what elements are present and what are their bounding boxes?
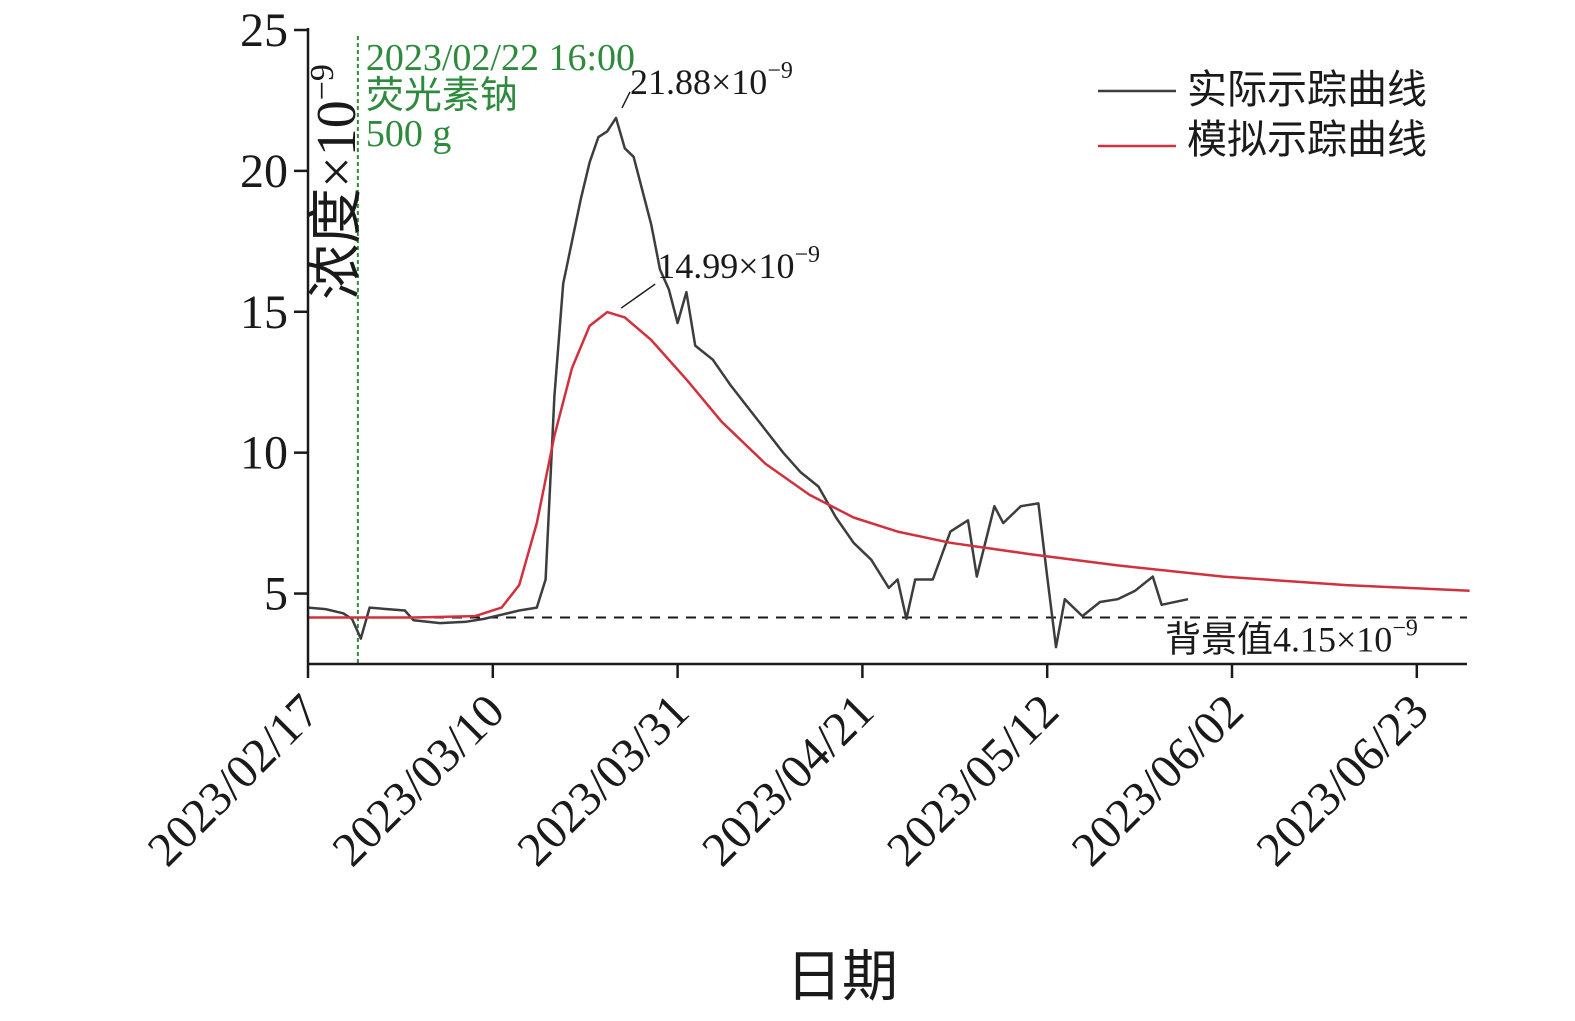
simulated-peak-leader (620, 283, 656, 309)
x-tick-label: 2023/02/17 (138, 684, 330, 876)
x-tick-label: 2023/03/31 (507, 684, 699, 876)
injection-date-label: 2023/02/22 16:00 (366, 37, 635, 79)
y-axis-title: 浓度×10−9 (304, 64, 368, 300)
y-tick-label: 10 (240, 427, 288, 480)
background-value-label: 背景值4.15×10−9 (1165, 616, 1418, 660)
x-tick-label: 2023/03/10 (322, 684, 514, 876)
x-tick-label: 2023/06/23 (1246, 684, 1438, 876)
y-tick-label: 20 (240, 145, 288, 198)
chart-marks (307, 36, 1470, 664)
background-value-text: 背景值4.15×10 (1165, 620, 1392, 660)
simulated-peak-label: 14.99×10−9 (657, 242, 820, 286)
injection-annotation: 2023/02/22 16:00 荧光素钠 500 g (366, 37, 635, 155)
actual-peak-leader (621, 91, 631, 109)
injection-tracer-label: 荧光素钠 (366, 75, 518, 117)
simulated-tracer-curve (308, 310, 1470, 619)
legend-label-simulated: 模拟示踪曲线 (1187, 117, 1427, 162)
y-tick-label: 5 (264, 568, 288, 621)
simulated-peak-value: 14.99×10 (657, 246, 794, 286)
legend-label-actual: 实际示踪曲线 (1187, 67, 1427, 112)
actual-peak-value: 21.88×10 (630, 62, 767, 102)
actual-peak-label: 21.88×10−9 (630, 58, 793, 102)
injection-mass-label: 500 g (366, 113, 452, 155)
y-axis-title-text: 浓度×10 (306, 100, 368, 300)
x-axis-title: 日期 (786, 947, 898, 1009)
actual-peak-exponent: −9 (767, 58, 793, 84)
y-tick-label: 15 (240, 286, 288, 339)
y-axis-title-exponent: −9 (304, 64, 341, 100)
simulated-peak-exponent: −9 (795, 242, 821, 268)
x-tick-label: 2023/06/02 (1062, 684, 1254, 876)
peak-annotations: 21.88×10−9 14.99×10−9 (620, 58, 820, 309)
y-tick-label: 25 (240, 4, 288, 57)
legend: 实际示踪曲线 模拟示踪曲线 (1098, 67, 1427, 162)
x-tick-label: 2023/05/12 (877, 684, 1069, 876)
background-value-exponent: −9 (1392, 616, 1418, 642)
x-tick-label: 2023/04/21 (692, 684, 884, 876)
actual-tracer-curve (307, 116, 1189, 649)
